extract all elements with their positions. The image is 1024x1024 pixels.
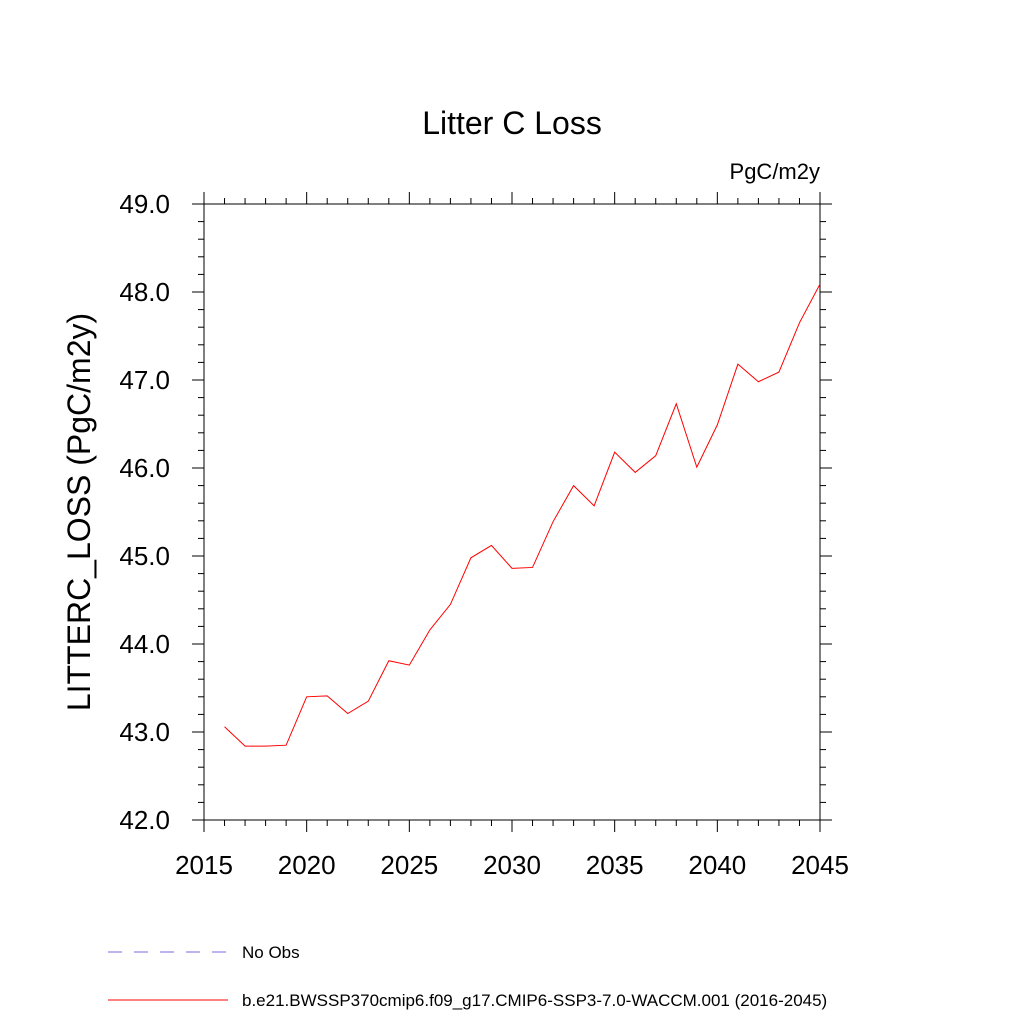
axis-ticks xyxy=(192,192,832,832)
legend-label-0: No Obs xyxy=(242,943,300,962)
y-axis-label: LITTERC_LOSS (PgC/m2y) xyxy=(61,313,97,711)
chart-title: Litter C Loss xyxy=(422,105,602,141)
x-tick-label: 2025 xyxy=(380,850,438,880)
y-tick-label: 47.0 xyxy=(119,365,170,395)
y-tick-label: 45.0 xyxy=(119,541,170,571)
axis-tick-labels: 2015 2020 2025 2030 2035 2040 2045 42.0 43.0 44.0… xyxy=(119,189,849,880)
x-tick-label: 2015 xyxy=(175,850,233,880)
units-label: PgC/m2y xyxy=(730,159,820,184)
legend: No Obs b.e21.BWSSP370cmip6.f09_g17.CMIP6-… xyxy=(108,943,827,1010)
x-tick-label: 2020 xyxy=(278,850,336,880)
x-tick-label: 2045 xyxy=(791,850,849,880)
y-tick-label: 43.0 xyxy=(119,717,170,747)
x-tick-label: 2030 xyxy=(483,850,541,880)
y-tick-label: 48.0 xyxy=(119,277,170,307)
y-tick-label: 42.0 xyxy=(119,805,170,835)
series-line-1 xyxy=(224,283,821,747)
legend-label-1: b.e21.BWSSP370cmip6.f09_g17.CMIP6-SSP3-7… xyxy=(242,991,827,1010)
series-layer xyxy=(224,283,821,747)
x-tick-label: 2040 xyxy=(688,850,746,880)
y-tick-label: 44.0 xyxy=(119,629,170,659)
y-tick-label: 49.0 xyxy=(119,189,170,219)
x-tick-label: 2035 xyxy=(586,850,644,880)
plot-frame xyxy=(203,203,821,821)
y-tick-label: 46.0 xyxy=(119,453,170,483)
